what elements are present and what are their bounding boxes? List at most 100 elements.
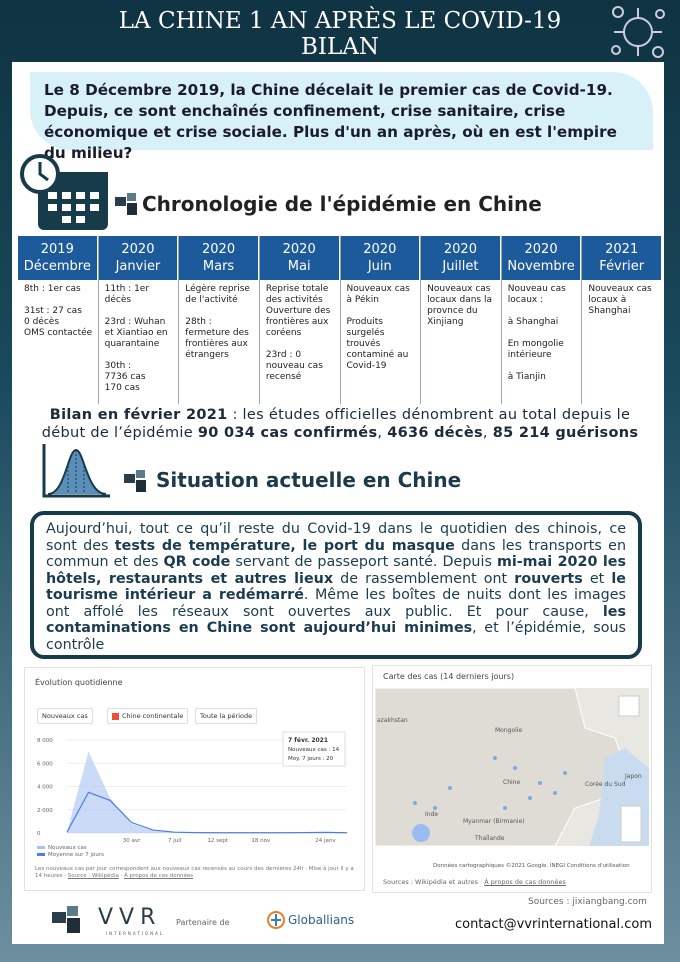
partner: Globallians xyxy=(288,913,355,927)
event: 28th : fermeture des frontières aux étra… xyxy=(185,317,249,360)
column-header: 2019 Décembre xyxy=(18,236,98,280)
event: Reprise totale des activités Ouverture d… xyxy=(265,284,331,338)
legend-label: Nouveaux cas xyxy=(48,845,87,851)
text: , xyxy=(377,425,388,441)
legend-swatch xyxy=(37,846,45,849)
legend-label: Moyenne sur 7 jours xyxy=(48,852,104,858)
partner-icon xyxy=(267,911,285,929)
year: 2020 xyxy=(202,242,236,257)
column-header: 2020 Mars xyxy=(179,236,259,280)
tooltip-text: Moy. 7 jours : 20 xyxy=(288,756,334,762)
bold-text: 90 034 cas confirmés xyxy=(197,425,378,441)
link[interactable]: À propos de cas données xyxy=(484,878,566,886)
expand-button[interactable] xyxy=(618,695,640,717)
x-tick-label: 7 juil xyxy=(168,838,182,844)
events: Reprise totale des activités Ouverture d… xyxy=(260,280,340,383)
year: 2020 xyxy=(282,242,316,257)
column-header: 2020 Mai xyxy=(259,236,340,280)
intro: Le 8 Décembre 2019, la Chine décelait le… xyxy=(30,72,653,162)
column-header: 2021 Février xyxy=(582,236,662,280)
virus-icon xyxy=(611,6,665,58)
bold-text: tests de température, le port du masque xyxy=(114,537,455,554)
summary: Bilan en février 2021 : les études offic… xyxy=(30,406,650,442)
legend-swatch xyxy=(37,853,45,856)
timeline-column: 2020 Novembre Nouveau cas locaux : à Shangh… xyxy=(501,236,583,404)
event: 23rd : 0 nouveau cas recensé xyxy=(265,350,323,382)
year: 2020 xyxy=(363,242,397,257)
timeline-column: 2019 Décembre 8th : 1er cas 31st : 27 cas 0… xyxy=(18,236,99,404)
text: , xyxy=(482,425,493,441)
tooltip-text: Nouveaux cas : 14 xyxy=(288,747,340,753)
situation-text: Aujourd’hui, tout ce qu’il reste du Covi… xyxy=(30,511,642,659)
link[interactable]: À propos de ces données xyxy=(124,873,194,879)
x-tick-label: 24 janv xyxy=(315,838,336,844)
place-label: Corée du Sud xyxy=(585,781,626,788)
map-sources: Sources : Wikipédia et autres À propos d… xyxy=(383,878,566,886)
month: Juin xyxy=(367,259,392,274)
place-label: Japon xyxy=(624,773,642,780)
text: . Même les boîtes de nuits dont les imag… xyxy=(46,587,626,620)
text: : les études officielles dénombrent au t… xyxy=(41,407,631,441)
timeline-column: 2020 Janvier 11th : 1er décès 23rd : Wuhan … xyxy=(98,236,180,404)
bold-text: le tourisme intérieur a redémarré xyxy=(46,570,626,604)
y-tick-label: 0 xyxy=(37,831,41,837)
place-label: Inde xyxy=(425,811,438,818)
month: Février xyxy=(599,259,645,274)
month: Décembre xyxy=(23,259,91,274)
partner-label: Partenaire de xyxy=(176,918,230,927)
month: Novembre xyxy=(507,259,575,274)
events: Nouveaux cas à Pékin Produits surgelés tr… xyxy=(341,280,421,372)
event: à Tianjin xyxy=(507,372,546,382)
timeline-column: 2020 Juillet Nouveaux cas locaux dans la p… xyxy=(421,236,502,404)
logo-mark xyxy=(115,193,137,215)
x-tick-label: 12 sept xyxy=(207,838,228,844)
event: 23rd : Wuhan et Xiantiao en quarantaine xyxy=(104,317,168,349)
events: 11th : 1er décès 23rd : Wuhan et Xiantiao… xyxy=(99,280,179,394)
month: Janvier xyxy=(115,259,161,274)
event: 11th : 1er décès xyxy=(104,284,150,305)
timeline-column: 2020 Mai Reprise totale des activités Ouve… xyxy=(259,236,341,404)
section-heading: Situation actuelle en Chine xyxy=(156,468,462,492)
area xyxy=(67,751,347,833)
map-panel: Carte des cas (14 derniers jours) azakhs… xyxy=(372,665,652,893)
y-tick-label: 4 000 xyxy=(37,785,53,791)
year: 2021 xyxy=(605,242,639,257)
zoom-control[interactable] xyxy=(620,805,642,843)
link[interactable]: Sources : Wikipédia et autres xyxy=(383,878,478,886)
timeline-column: 2020 Juin Nouveaux cas à Pékin Produits sur… xyxy=(340,236,422,404)
place-label: Thaïlande xyxy=(474,835,505,842)
year: 2020 xyxy=(524,242,558,257)
timeline: 2019 Décembre 8th : 1er cas 31st : 27 cas 0… xyxy=(18,236,662,404)
link[interactable]: Source : Wikipédia xyxy=(67,873,119,879)
note: Les nouveaux cas par jour correspondent … xyxy=(35,866,354,879)
text: dans les transports en commun et des xyxy=(46,537,627,571)
place-label: Chine xyxy=(503,779,520,786)
filter-label: Chine continentale xyxy=(122,712,184,720)
event: Nouveaux cas à Pékin xyxy=(346,284,410,305)
event: En mongolie intérieure xyxy=(507,339,564,360)
sources: Sources : jixiangbang.com xyxy=(528,897,647,907)
month: Mai xyxy=(287,259,311,274)
map-credit: Données cartographiques ©2021 Google, IN… xyxy=(433,863,630,869)
column-header: 2020 Juillet xyxy=(421,236,501,280)
filter[interactable]: Nouveaux cas xyxy=(37,708,93,724)
bold-text: QR code xyxy=(163,554,231,570)
section-heading: Chronologie de l'épidémie en Chine xyxy=(142,192,542,216)
event: Nouveaux cas locaux dans la provnce du X… xyxy=(427,284,492,327)
x-tick-label: 30 avr xyxy=(123,838,141,844)
events: 8th : 1er cas 31st : 27 cas 0 décès OMS c… xyxy=(18,280,98,339)
event: 8th : 1er cas xyxy=(24,284,81,294)
x-tick-label: 18 nov xyxy=(251,838,271,844)
title: LA CHINE 1 AN APRÈS LE COVID-19 xyxy=(118,8,562,34)
y-tick-label: 2 000 xyxy=(37,808,53,814)
event: Légère reprise de l'activité xyxy=(185,284,250,305)
bold-text: les contaminations en Chine sont aujourd… xyxy=(46,603,626,637)
column-header: 2020 Novembre xyxy=(501,236,582,280)
filter[interactable]: Chine continentale xyxy=(107,708,189,724)
logo-mark xyxy=(124,470,146,492)
bold-text: mi-mai 2020 les hôtels, restaurants et a… xyxy=(46,554,626,587)
map-title: Carte des cas (14 derniers jours) xyxy=(383,672,515,681)
text: et xyxy=(582,570,612,587)
filter[interactable]: Toute la période xyxy=(195,708,258,724)
